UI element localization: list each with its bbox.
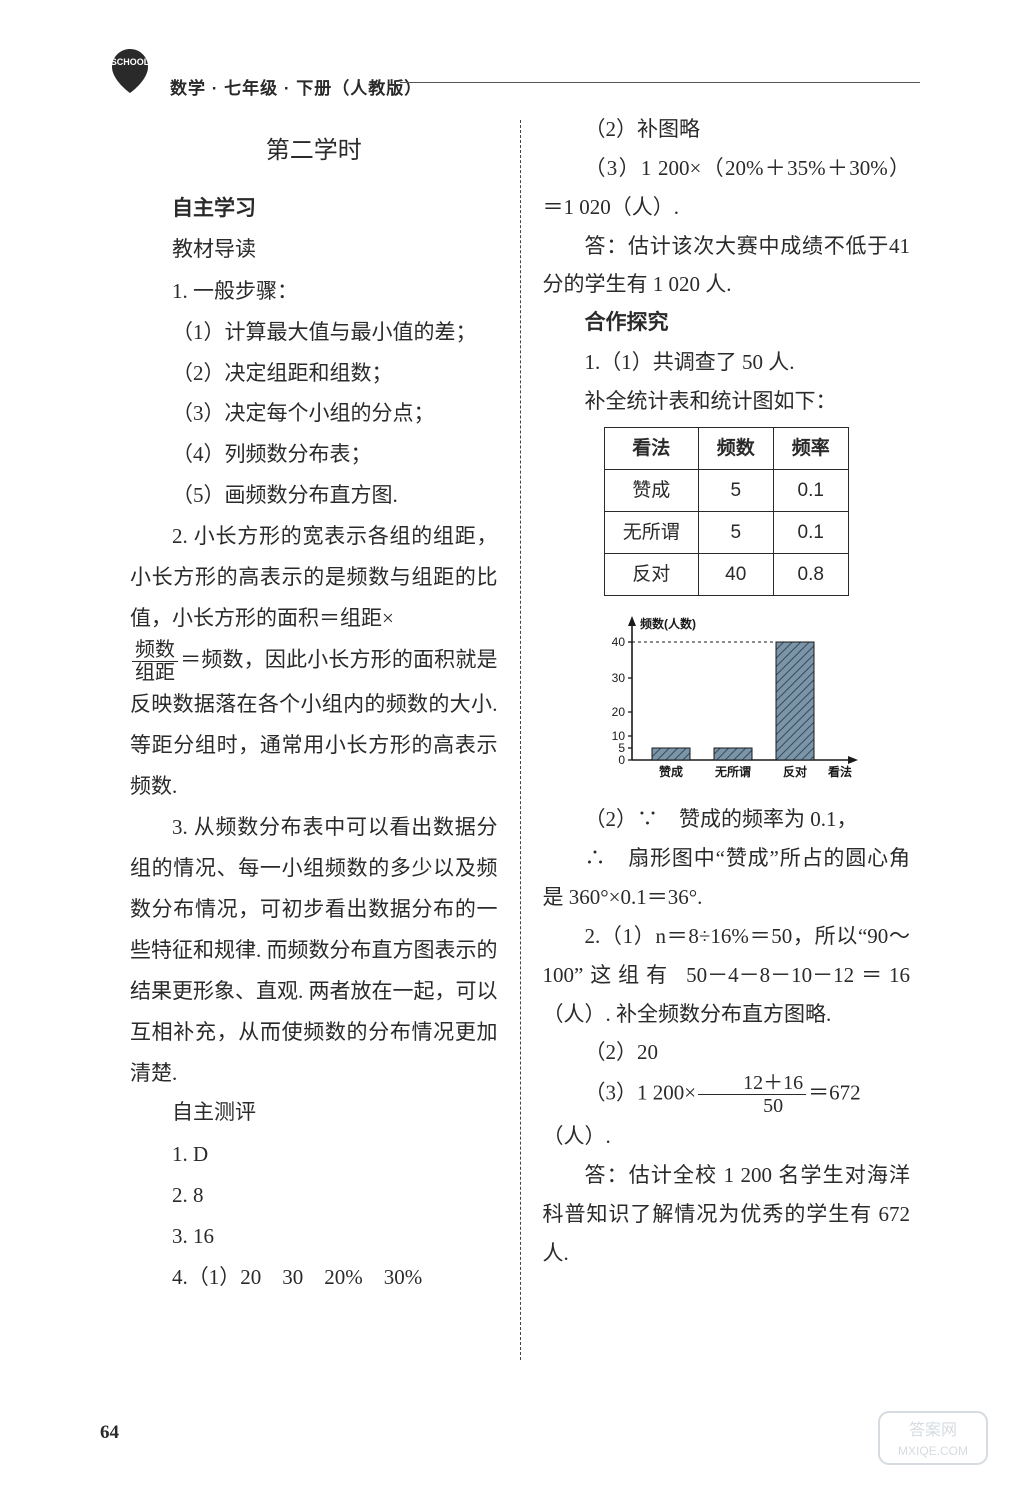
cell: 0.8 [773, 554, 848, 596]
q2-part-b: 频数 组距 ＝频数，因此小长方形的面积就是反映数据落在各个小组内的频数的大小. … [130, 639, 498, 807]
bar-chart: 0510 20 30 40 频数(人数) 赞成 无所谓 反对 看法 [586, 610, 866, 790]
cell: 0.1 [773, 512, 848, 554]
svg-text:频数(人数): 频数(人数) [640, 616, 696, 631]
a2: 2. 8 [130, 1175, 498, 1216]
q1-1: （1）计算最大值与最小值的差； [130, 312, 498, 353]
svg-text:赞成: 赞成 [658, 764, 683, 779]
table-row: 反对 40 0.8 [604, 554, 848, 596]
cell: 40 [698, 554, 773, 596]
cell: 反对 [604, 554, 698, 596]
cell: 赞成 [604, 469, 698, 511]
frac-num: 12＋16 [698, 1072, 806, 1095]
q1-4: （4）列频数分布表； [130, 434, 498, 475]
wm-line2: MXIQE.COM [898, 1444, 968, 1458]
frac-den: 组距 [132, 662, 178, 684]
header-rule [400, 82, 920, 83]
q2-part-a: 2. 小长方形的宽表示各组的组距，小长方形的高表示的是频数与组距的比值，小长方形… [130, 516, 498, 639]
svg-text:SCHOOL: SCHOOL [111, 57, 150, 67]
table-row: 赞成 5 0.1 [604, 469, 848, 511]
svg-text:无所谓: 无所谓 [714, 764, 751, 779]
watermark-icon: 答案网 MXIQE.COM [878, 1411, 988, 1465]
c3-1: 2.（1）n＝8÷16%＝50，所以“90～100”这组有 50－4－8－10－… [543, 917, 911, 1034]
th-freq: 频数 [698, 427, 773, 469]
th-opinion: 看法 [604, 427, 698, 469]
right-column: （2）补图略 （3）1 200×（20%＋35%＋30%）＝1 020（人）. … [533, 110, 921, 1400]
cell: 5 [698, 512, 773, 554]
cell: 无所谓 [604, 512, 698, 554]
q1-3: （3）决定每个小组的分点； [130, 393, 498, 434]
frac-num: 频数 [132, 639, 178, 662]
th-rate: 频率 [773, 427, 848, 469]
section-title: 第二学时 [130, 128, 498, 175]
a4: 4.（1）20 30 20% 30% [130, 1257, 498, 1298]
table-body: 赞成 5 0.1 无所谓 5 0.1 反对 40 0.8 [604, 469, 848, 595]
table-header-row: 看法 频数 频率 [604, 427, 848, 469]
c3-3a: （3）1 200× [585, 1081, 697, 1105]
c1-1: 1.（1）共调查了 50 人. [543, 343, 911, 382]
frequency-table: 看法 频数 频率 赞成 5 0.1 无所谓 5 0.1 [604, 427, 849, 597]
heading-self-study: 自主学习 [130, 189, 498, 230]
school-logo-icon: SCHOOL [105, 45, 155, 95]
r2: （3）1 200×（20%＋35%＋30%）＝1 020（人）. [543, 149, 911, 227]
column-divider [520, 120, 521, 1360]
heading-textbook: 教材导读 [130, 230, 498, 271]
q1-5: （5）画频数分布直方图. [130, 475, 498, 516]
r3: 答：估计该次大赛中成绩不低于41分的学生有 1 020 人. [543, 227, 911, 305]
page: SCHOOL 数学 · 七年级 · 下册（人教版） 第二学时 自主学习 教材导读… [0, 0, 1024, 1491]
frac-den: 50 [698, 1095, 806, 1117]
svg-text:看法: 看法 [828, 764, 852, 779]
cell: 0.1 [773, 469, 848, 511]
r1: （2）补图略 [543, 110, 911, 149]
q1-lead: 1. 一般步骤： [130, 271, 498, 312]
c3-2: （2）20 [543, 1033, 911, 1072]
q3: 3. 从频数分布表中可以看出数据分组的情况、每一小组频数的多少以及频数分布情况，… [130, 807, 498, 1094]
q2-text-a: 2. 小长方形的宽表示各组的组距，小长方形的高表示的是频数与组距的比值，小长方形… [130, 524, 498, 630]
svg-text:40: 40 [612, 635, 626, 649]
svg-text:10: 10 [612, 729, 626, 743]
svg-text:0: 0 [619, 753, 626, 767]
fraction-icon: 12＋16 50 [698, 1072, 806, 1117]
cell: 5 [698, 469, 773, 511]
left-column: 第二学时 自主学习 教材导读 1. 一般步骤： （1）计算最大值与最小值的差； … [120, 110, 508, 1400]
svg-text:30: 30 [612, 671, 626, 685]
svg-text:5: 5 [619, 741, 626, 755]
heading-coop: 合作探究 [543, 304, 911, 343]
columns: 第二学时 自主学习 教材导读 1. 一般步骤： （1）计算最大值与最小值的差； … [120, 110, 920, 1400]
fraction-icon: 频数 组距 [132, 639, 178, 684]
table-row: 无所谓 5 0.1 [604, 512, 848, 554]
c2-a: （2）∵ 赞成的频率为 0.1， [543, 800, 911, 839]
svg-text:反对: 反对 [783, 764, 807, 779]
a1: 1. D [130, 1134, 498, 1175]
wm-line1: 答案网 [909, 1421, 957, 1439]
c2-b: ∴ 扇形图中“赞成”所占的圆心角是 360°×0.1＝36°. [543, 839, 911, 917]
page-header: 数学 · 七年级 · 下册（人教版） [170, 72, 422, 105]
c3-3: （3）1 200× 12＋16 50 ＝672（人）. [543, 1072, 911, 1156]
q2-text-b: ＝频数，因此小长方形的面积就是反映数据落在各个小组内的频数的大小. 等距分组时，… [130, 647, 498, 798]
a3: 3. 16 [130, 1216, 498, 1257]
q1-2: （2）决定组距和组数； [130, 353, 498, 394]
c1-2: 补全统计表和统计图如下： [543, 382, 911, 421]
svg-text:20: 20 [612, 705, 626, 719]
c4: 答：估计全校 1 200 名学生对海洋科普知识了解情况为优秀的学生有 672 人… [543, 1156, 911, 1273]
heading-self-test: 自主测评 [130, 1093, 498, 1134]
page-number: 64 [100, 1414, 119, 1451]
